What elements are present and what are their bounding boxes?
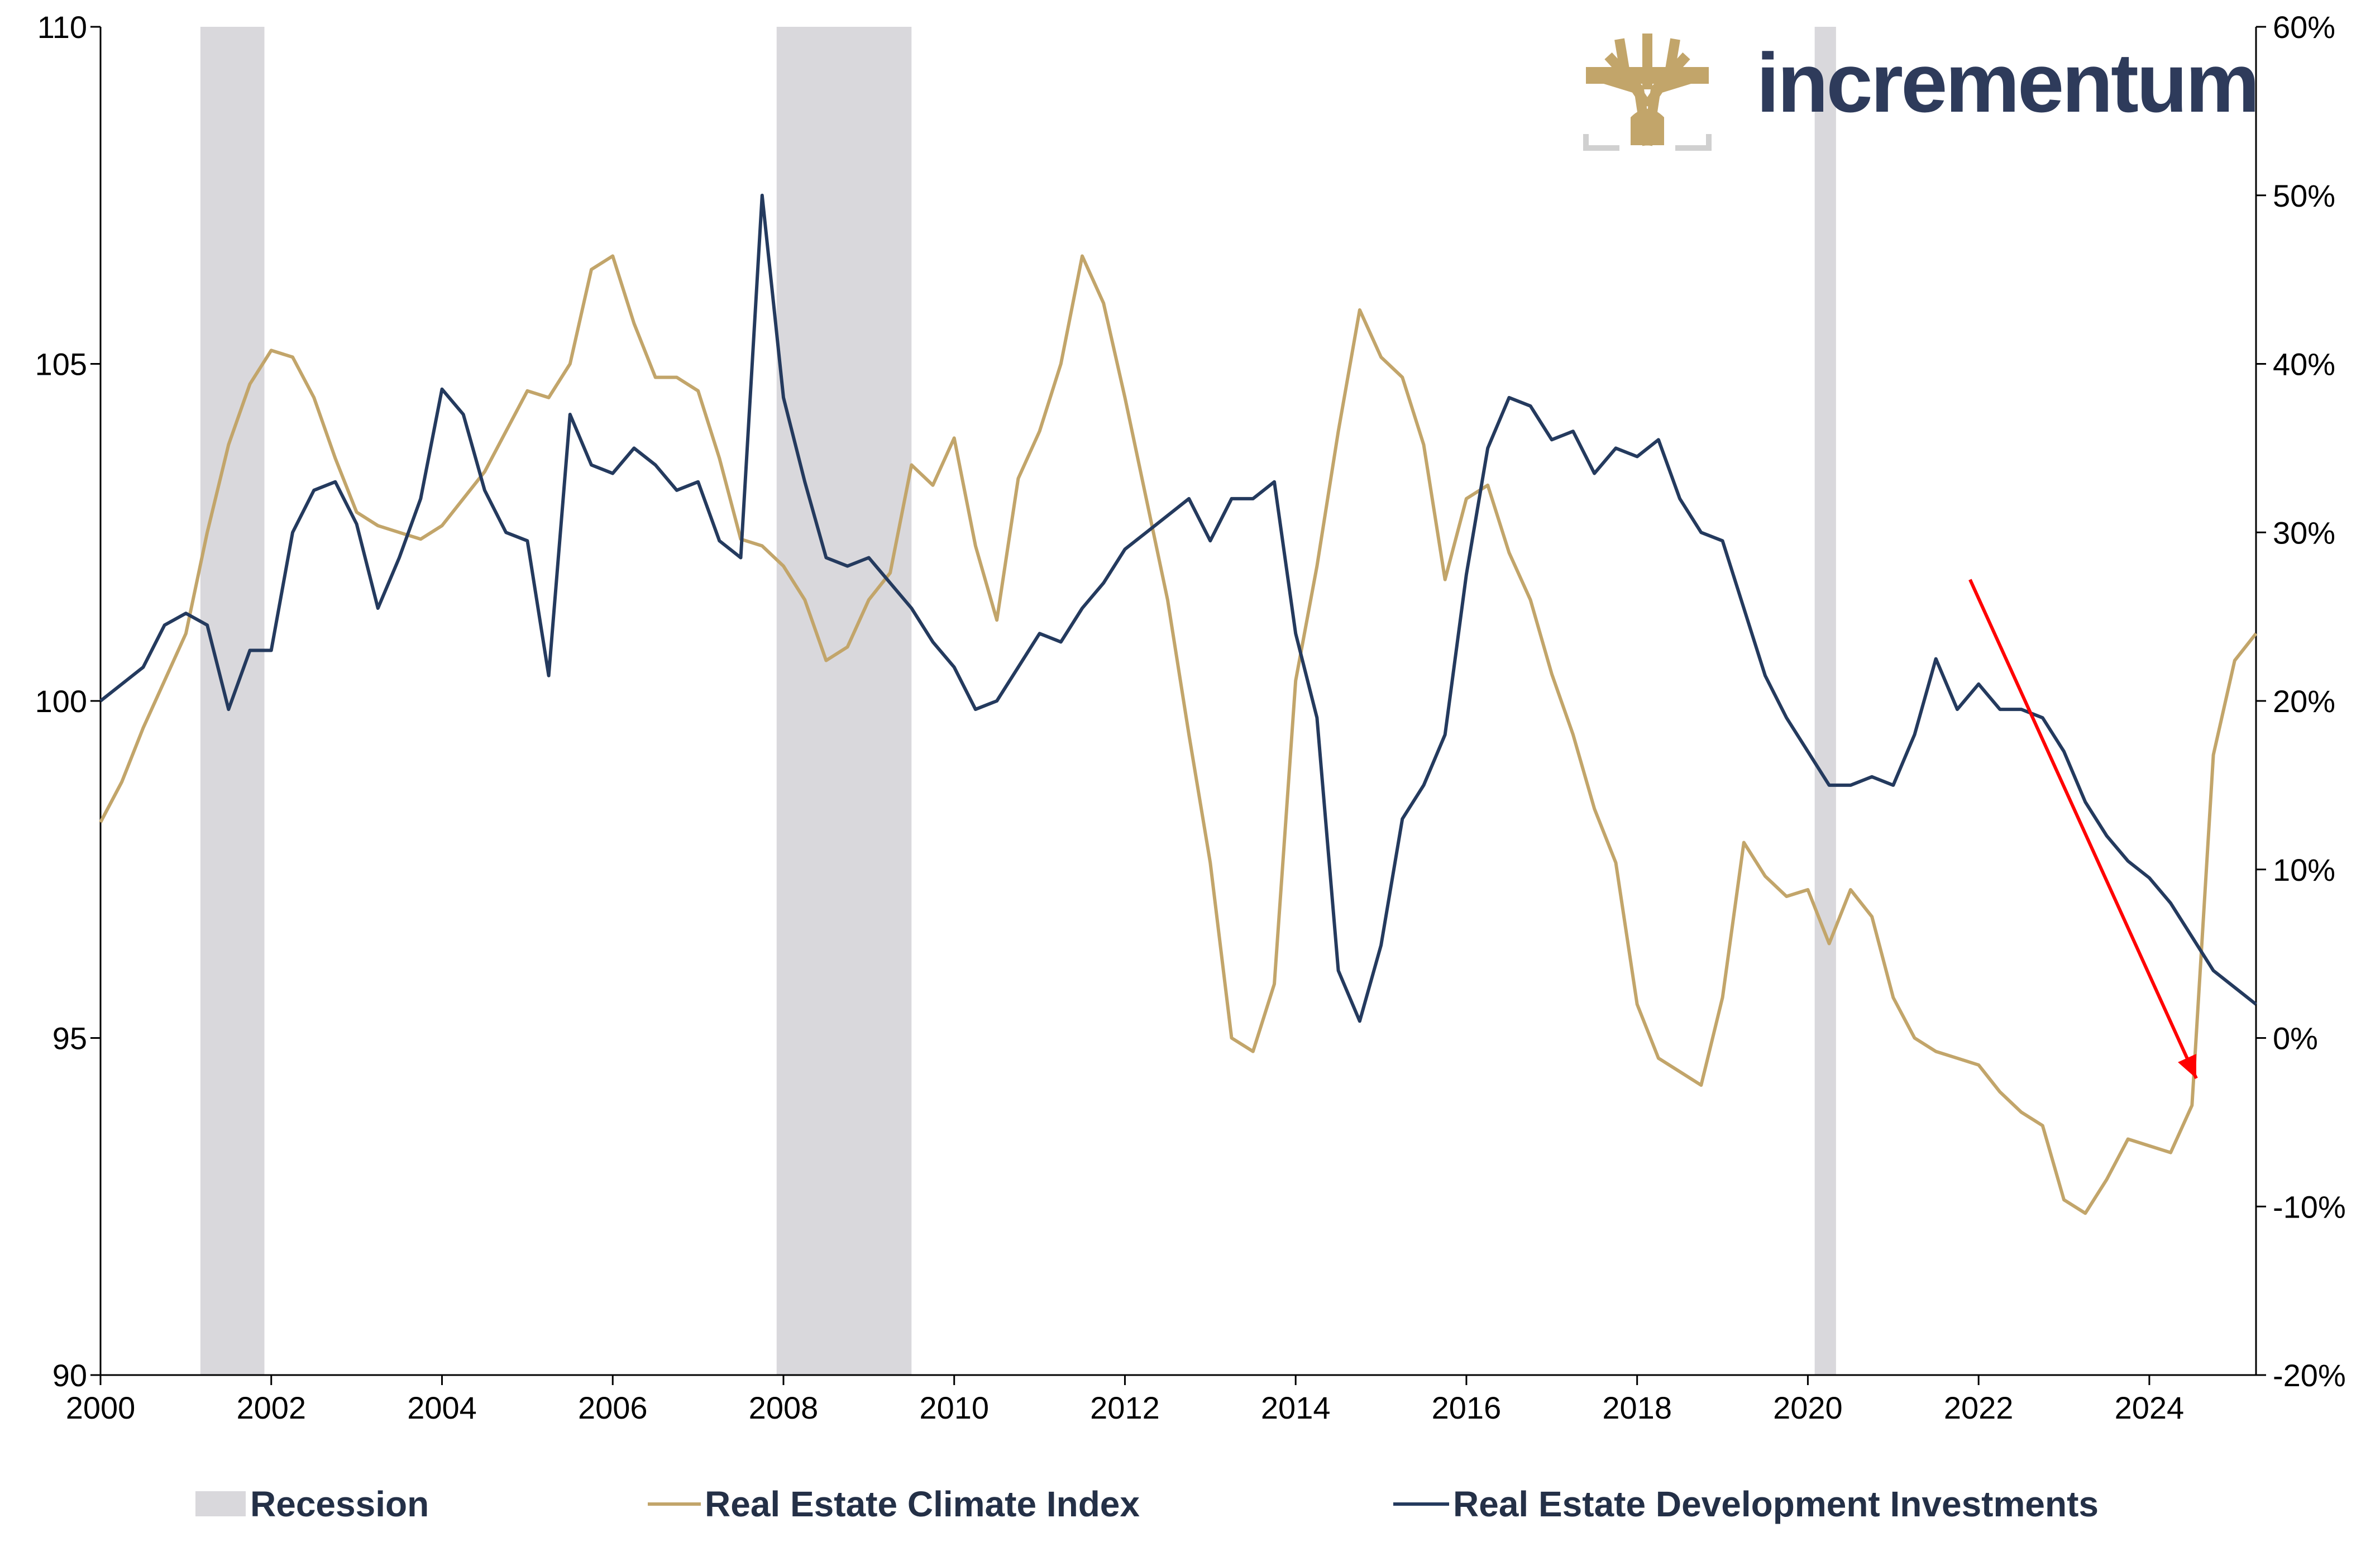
left-tick-label: 105 (35, 347, 87, 382)
x-axis-ticks: 2000 2002 2004 2006 2008 2010 2012 2014 2016 2018… (66, 1375, 2184, 1425)
x-tick-label: 2004 (407, 1390, 477, 1425)
recession-band (1814, 27, 1836, 1375)
trend-arrow (1968, 579, 2198, 1080)
x-tick-label: 2008 (749, 1390, 819, 1425)
climate-index-line (99, 254, 2258, 1215)
left-tick-label: 100 (35, 684, 87, 719)
x-tick-label: 2002 (236, 1390, 306, 1425)
x-tick-label: 2014 (1261, 1390, 1331, 1425)
left-tick-label: 90 (52, 1358, 87, 1393)
right-tick-label: 40% (2273, 347, 2335, 382)
right-tick-label: 20% (2273, 684, 2335, 719)
right-tick-label: 30% (2273, 515, 2335, 550)
legend-recession-label: Recession (250, 1484, 429, 1524)
x-tick-label: 2020 (1773, 1390, 1843, 1425)
x-tick-label: 2018 (1602, 1390, 1672, 1425)
legend: Recession Real Estate Climate Index Real… (195, 1484, 2099, 1524)
left-tick-label: 110 (37, 9, 87, 45)
legend-investment-label: Real Estate Development Investments (1453, 1484, 2099, 1524)
right-tick-label: 50% (2273, 178, 2335, 213)
axes (99, 27, 2257, 1376)
x-tick-label: 2024 (2115, 1390, 2185, 1425)
x-tick-label: 2016 (1432, 1390, 1502, 1425)
arrow-shaft (1968, 579, 2198, 1080)
x-tick-label: 2000 (66, 1390, 136, 1425)
x-tick-label: 2012 (1090, 1390, 1160, 1425)
x-tick-label: 2006 (578, 1390, 648, 1425)
right-tick-label: -10% (2273, 1189, 2346, 1224)
recession-band (776, 27, 912, 1375)
arrow-head (2178, 1054, 2196, 1078)
x-tick-label: 2022 (1944, 1390, 2014, 1425)
left-axis-ticks: 90 95 100 105 110 (35, 9, 101, 1393)
left-tick-label: 95 (52, 1021, 87, 1056)
right-tick-label: 0% (2273, 1021, 2318, 1056)
recession-bands (200, 27, 1836, 1375)
right-tick-label: 60% (2273, 9, 2335, 45)
right-tick-label: -20% (2273, 1358, 2346, 1393)
legend-climate-label: Real Estate Climate Index (705, 1484, 1140, 1524)
development-investments-line (99, 193, 2257, 1023)
incrementum-tree-logo (1583, 34, 1712, 151)
right-axis-ticks: -20% -10% 0% 10% 20% 30% 40% 50% 60% (2256, 9, 2346, 1393)
logo-text: incrementum (1756, 36, 2258, 130)
right-tick-label: 10% (2273, 852, 2335, 887)
legend-recession-swatch (195, 1491, 246, 1516)
x-tick-label: 2010 (919, 1390, 989, 1425)
series-lines (99, 193, 2258, 1215)
